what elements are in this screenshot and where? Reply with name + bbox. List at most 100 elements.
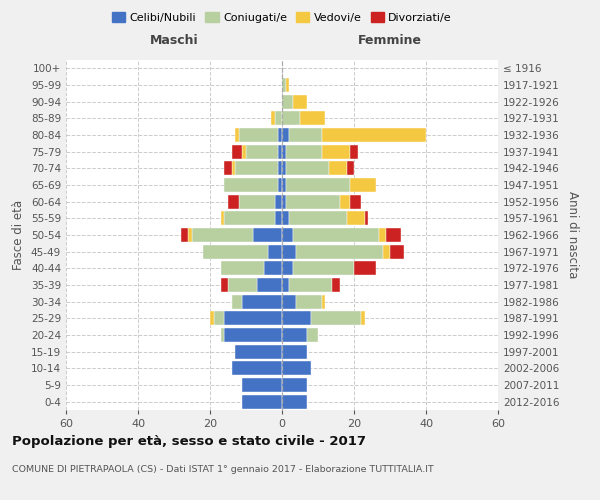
Bar: [242, 378, 282, 392]
Bar: [275, 112, 282, 126]
Bar: [282, 378, 307, 392]
Bar: [322, 144, 350, 159]
Bar: [350, 178, 376, 192]
Bar: [282, 194, 286, 209]
Bar: [275, 194, 282, 209]
Bar: [224, 211, 275, 226]
Bar: [282, 162, 286, 175]
Bar: [282, 294, 296, 308]
Bar: [322, 128, 426, 142]
Bar: [282, 344, 307, 359]
Bar: [386, 228, 401, 242]
Bar: [286, 144, 322, 159]
Bar: [253, 228, 282, 242]
Bar: [282, 112, 300, 126]
Bar: [282, 144, 286, 159]
Bar: [235, 344, 282, 359]
Bar: [232, 294, 242, 308]
Bar: [282, 128, 289, 142]
Bar: [289, 278, 332, 292]
Bar: [282, 261, 293, 276]
Bar: [361, 311, 365, 326]
Bar: [293, 228, 379, 242]
Bar: [350, 144, 358, 159]
Bar: [278, 162, 282, 175]
Bar: [221, 261, 264, 276]
Bar: [365, 211, 368, 226]
Bar: [286, 194, 340, 209]
Bar: [278, 128, 282, 142]
Bar: [282, 244, 296, 259]
Bar: [322, 294, 325, 308]
Bar: [224, 311, 282, 326]
Bar: [239, 128, 278, 142]
Bar: [296, 294, 322, 308]
Bar: [224, 178, 278, 192]
Bar: [282, 228, 293, 242]
Bar: [350, 194, 361, 209]
Bar: [239, 194, 275, 209]
Bar: [329, 162, 347, 175]
Bar: [311, 311, 361, 326]
Bar: [224, 328, 282, 342]
Bar: [282, 94, 293, 109]
Bar: [286, 178, 350, 192]
Text: Femmine: Femmine: [358, 34, 422, 46]
Bar: [228, 194, 239, 209]
Bar: [282, 178, 286, 192]
Bar: [296, 244, 383, 259]
Bar: [257, 278, 282, 292]
Bar: [282, 361, 311, 376]
Bar: [379, 228, 386, 242]
Bar: [282, 78, 286, 92]
Bar: [286, 162, 329, 175]
Bar: [242, 294, 282, 308]
Bar: [232, 361, 282, 376]
Legend: Celibi/Nubili, Coniugati/e, Vedovi/e, Divorziati/e: Celibi/Nubili, Coniugati/e, Vedovi/e, Di…: [107, 8, 457, 28]
Bar: [232, 162, 235, 175]
Bar: [271, 112, 275, 126]
Y-axis label: Fasce di età: Fasce di età: [13, 200, 25, 270]
Y-axis label: Anni di nascita: Anni di nascita: [566, 192, 579, 278]
Bar: [340, 194, 350, 209]
Bar: [282, 211, 289, 226]
Bar: [347, 162, 354, 175]
Bar: [224, 162, 232, 175]
Bar: [282, 311, 311, 326]
Bar: [246, 144, 278, 159]
Bar: [210, 311, 214, 326]
Text: Popolazione per età, sesso e stato civile - 2017: Popolazione per età, sesso e stato civil…: [12, 435, 366, 448]
Bar: [192, 228, 253, 242]
Bar: [188, 228, 192, 242]
Bar: [293, 94, 307, 109]
Bar: [293, 261, 354, 276]
Bar: [278, 178, 282, 192]
Bar: [275, 211, 282, 226]
Bar: [221, 328, 224, 342]
Bar: [221, 211, 224, 226]
Bar: [282, 278, 289, 292]
Bar: [300, 112, 325, 126]
Bar: [354, 261, 376, 276]
Bar: [268, 244, 282, 259]
Bar: [332, 278, 340, 292]
Bar: [282, 328, 307, 342]
Bar: [235, 162, 278, 175]
Text: Maschi: Maschi: [149, 34, 199, 46]
Bar: [242, 394, 282, 409]
Bar: [214, 311, 224, 326]
Bar: [282, 394, 307, 409]
Bar: [181, 228, 188, 242]
Bar: [390, 244, 404, 259]
Bar: [264, 261, 282, 276]
Bar: [347, 211, 365, 226]
Bar: [307, 328, 318, 342]
Bar: [232, 144, 242, 159]
Bar: [278, 144, 282, 159]
Bar: [221, 278, 228, 292]
Bar: [383, 244, 390, 259]
Bar: [289, 128, 322, 142]
Text: COMUNE DI PIETRAPAOLA (CS) - Dati ISTAT 1° gennaio 2017 - Elaborazione TUTTITALI: COMUNE DI PIETRAPAOLA (CS) - Dati ISTAT …: [12, 465, 434, 474]
Bar: [289, 211, 347, 226]
Bar: [228, 278, 257, 292]
